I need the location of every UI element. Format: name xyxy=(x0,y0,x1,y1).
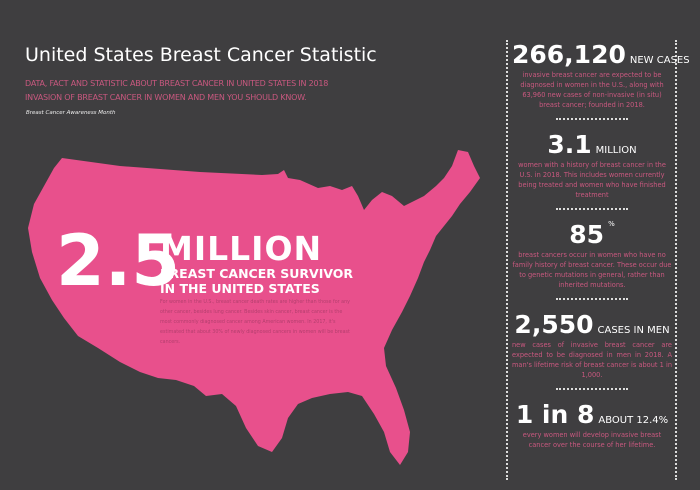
stat-description: every women will develop invasive breast… xyxy=(522,431,662,449)
stat-number: 266,120 xyxy=(512,40,626,69)
tagline: Breast Cancer Awareness Month xyxy=(26,110,116,116)
hero-caption-line: IN THE UNITED STATES xyxy=(160,281,320,296)
dotted-divider-left xyxy=(506,40,508,480)
stat-unit: MILLION xyxy=(595,145,637,156)
stat-block: 1 in 8 ABOUT 12.4% every women will devel… xyxy=(512,400,672,450)
stat-block: 85% breast cancers occur in women who ha… xyxy=(512,220,672,290)
hero-unit: MILLION xyxy=(160,229,323,268)
separator xyxy=(556,118,628,120)
subtitle-line: INVASION OF BREAST CANCER IN WOMEN AND M… xyxy=(25,93,307,102)
stat-description: breast cancers occur in women who have n… xyxy=(512,251,672,289)
stat-description: new cases of invasive breast cancer are … xyxy=(512,341,672,379)
hero-body: For women in the U.S., breast cancer dea… xyxy=(160,300,350,345)
stat-description: invasive breast cancer are expected to b… xyxy=(520,71,664,109)
stat-number: 2,550 xyxy=(514,310,594,339)
stat-unit: % xyxy=(608,220,615,228)
stat-unit: CASES IN MEN xyxy=(597,325,670,336)
stat-unit: ABOUT 12.4% xyxy=(598,415,669,426)
subtitle: DATA, FACT AND STATISTIC ABOUT BREAST CA… xyxy=(25,77,328,105)
separator xyxy=(556,208,628,210)
stat-number: 3.1 xyxy=(547,130,592,159)
stat-block: 3.1 MILLION women with a history of breas… xyxy=(512,130,672,200)
stat-number: 1 in 8 xyxy=(515,400,595,429)
dotted-divider-right xyxy=(675,40,677,480)
hero-caption-line: BREAST CANCER SURVIVOR xyxy=(160,266,354,281)
stat-number: 85 xyxy=(569,220,605,249)
stats-column: 266,120 NEW CASES invasive breast cancer … xyxy=(512,40,690,450)
separator xyxy=(556,388,628,390)
stat-unit: NEW CASES xyxy=(629,55,690,66)
hero-caption: BREAST CANCER SURVIVOR IN THE UNITED STA… xyxy=(160,266,353,296)
subtitle-line: DATA, FACT AND STATISTIC ABOUT BREAST CA… xyxy=(25,79,329,88)
hero-number: 2.5 xyxy=(56,220,181,302)
stat-block: 266,120 NEW CASES invasive breast cancer … xyxy=(512,40,690,110)
page-title: United States Breast Cancer Statistic xyxy=(25,44,377,66)
separator xyxy=(556,298,628,300)
stat-description: women with a history of breast cancer in… xyxy=(518,161,666,199)
stat-block: 2,550 CASES IN MEN new cases of invasive … xyxy=(512,310,672,380)
